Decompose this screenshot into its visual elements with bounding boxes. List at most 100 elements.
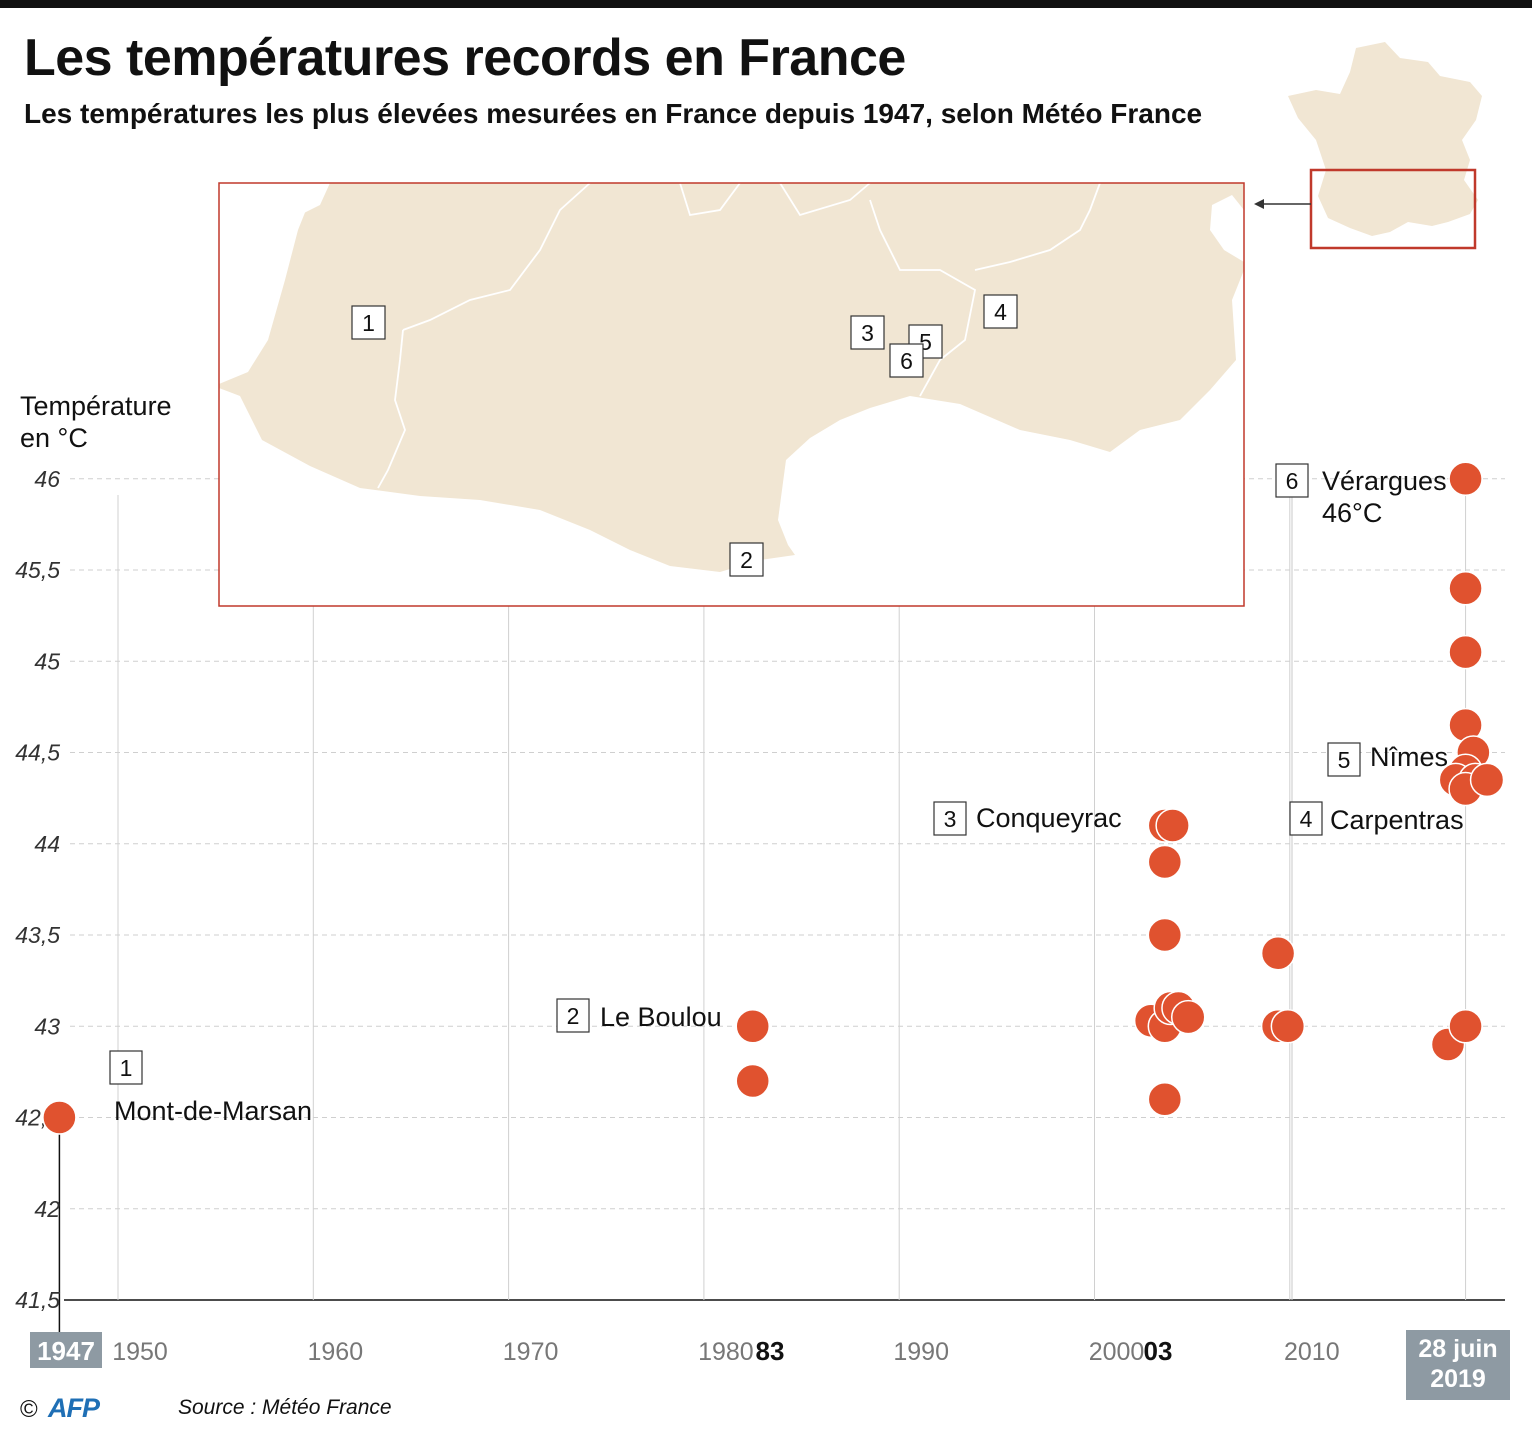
x-highlight-box [30, 1332, 102, 1368]
map-markers: 1 2 3 4 56 [351, 294, 1018, 577]
x-tick-label: 1970 [503, 1338, 559, 1366]
map-marker-box [889, 343, 924, 378]
map-marker-4: 4 [983, 294, 1018, 329]
annotation-label: Mont-de-Marsan [114, 1096, 312, 1126]
map-marker-2: 2 [729, 542, 764, 577]
map-marker-box [850, 315, 885, 350]
annotation-label: 46°C [1322, 498, 1382, 528]
map-marker-box [983, 294, 1018, 329]
annotation-number: 3 [944, 806, 957, 832]
data-point [1147, 844, 1183, 880]
top-bar [0, 0, 1532, 8]
annotation-number-box [1289, 801, 1323, 836]
annotation-label: Nîmes [1370, 742, 1448, 772]
data-point [1448, 571, 1483, 606]
data-point [1260, 936, 1296, 971]
map-marker-box [908, 324, 943, 359]
data-point [1448, 1009, 1483, 1044]
data-point [1147, 1082, 1183, 1117]
map-marker-number: 3 [861, 320, 874, 346]
annotation-number: 6 [1286, 468, 1299, 494]
map-marker-1: 1 [351, 305, 386, 340]
data-point [1448, 634, 1483, 670]
map-marker-3: 3 [850, 315, 885, 350]
x-tick-label: 1960 [307, 1338, 363, 1366]
annotation-number: 5 [1338, 747, 1351, 773]
x-highlight-label: 1947 [37, 1336, 95, 1366]
annotation-number-box [556, 998, 590, 1033]
copyright-symbol: © [20, 1396, 38, 1423]
data-point [1155, 808, 1190, 843]
annotation-6: 6 [1275, 463, 1309, 498]
map-inset-highlight [1309, 168, 1477, 250]
annotation-1: 1 [109, 1050, 143, 1085]
map-marker-number: 4 [994, 299, 1007, 325]
annotation-number: 4 [1300, 806, 1313, 832]
x-highlight-label: 28 juin [1418, 1335, 1497, 1363]
inset-frame [218, 182, 1245, 607]
annotation-4: 4 [1289, 801, 1323, 836]
annotation-5: 5 [1327, 742, 1361, 777]
y-tick-label: 43 [34, 1013, 60, 1039]
y-tick-label: 42 [34, 1196, 60, 1222]
y-tick-label: 45,5 [15, 557, 60, 583]
annotation-number-box [1275, 463, 1309, 498]
annotation-2: 2 [556, 998, 590, 1033]
afp-logo: AFP [48, 1393, 100, 1423]
x-highlight-label: 83 [756, 1336, 785, 1366]
data-points [42, 461, 1505, 1135]
x-tick-label: 1980 [698, 1338, 754, 1366]
y-tick-label: 44,5 [15, 740, 60, 766]
x-highlight-label: 03 [1144, 1336, 1173, 1366]
sea-bay-top [290, 183, 330, 215]
data-point [1147, 917, 1183, 953]
southern-france-inset-map: 1 2 3 4 56 [218, 182, 1245, 607]
map-marker-box [729, 542, 764, 577]
annotation-label: Carpentras [1330, 805, 1464, 835]
page-subtitle: Les températures les plus élevées mesuré… [24, 98, 1203, 129]
map-marker-6: 6 [889, 343, 924, 378]
x-tick-labels: 1950 1960 1970 1980 1990 2000 2010 1947 83 03 28 j… [30, 1330, 1510, 1400]
x-tick-label: 1950 [112, 1338, 168, 1366]
x-highlight-box [1406, 1330, 1510, 1400]
data-point [735, 1009, 770, 1044]
annotation-label: Vérargues [1322, 466, 1447, 496]
data-point [1469, 762, 1505, 798]
page-title: Les températures records en France [24, 29, 906, 87]
x-highlight-label: 2019 [1430, 1365, 1486, 1393]
annotation-number: 1 [120, 1055, 133, 1081]
source-note: Source : Météo France [178, 1396, 392, 1419]
x-tick-label: 2010 [1284, 1338, 1340, 1366]
annotation-number-box [109, 1050, 143, 1085]
region-borders [377, 182, 1101, 489]
data-point [735, 1063, 770, 1099]
france-overview-map [1254, 42, 1482, 250]
map-marker-number: 1 [362, 310, 375, 336]
x-tick-label: 2000 [1089, 1338, 1145, 1366]
grid-lines [58, 478, 1505, 1336]
island-corsica-edge [1210, 195, 1244, 262]
y-tick-label: 46 [34, 466, 60, 492]
arrow-left-icon [1254, 199, 1264, 209]
annotation-number-box [933, 801, 967, 836]
y-tick-label: 43,5 [15, 922, 60, 948]
data-point [1170, 999, 1206, 1035]
map-marker-box [351, 305, 386, 340]
x-tick-label: 1990 [893, 1338, 949, 1366]
annotation-label: Conqueyrac [976, 803, 1122, 833]
annotation-3: 3 [933, 801, 967, 836]
land-area [219, 183, 1244, 572]
annotation-label: Le Boulou [600, 1002, 722, 1032]
y-tick-label: 41,5 [15, 1287, 60, 1313]
data-point [42, 1100, 77, 1135]
annotation-number: 2 [567, 1003, 580, 1029]
y-tick-label: 45 [34, 648, 60, 674]
map-marker-number: 6 [900, 348, 913, 374]
france-silhouette [1288, 42, 1482, 236]
y-axis-label: Température en °C [20, 391, 172, 453]
map-marker-number: 2 [740, 547, 753, 573]
map-marker-5: 5 [908, 324, 943, 359]
annotation-number-box [1327, 742, 1361, 777]
